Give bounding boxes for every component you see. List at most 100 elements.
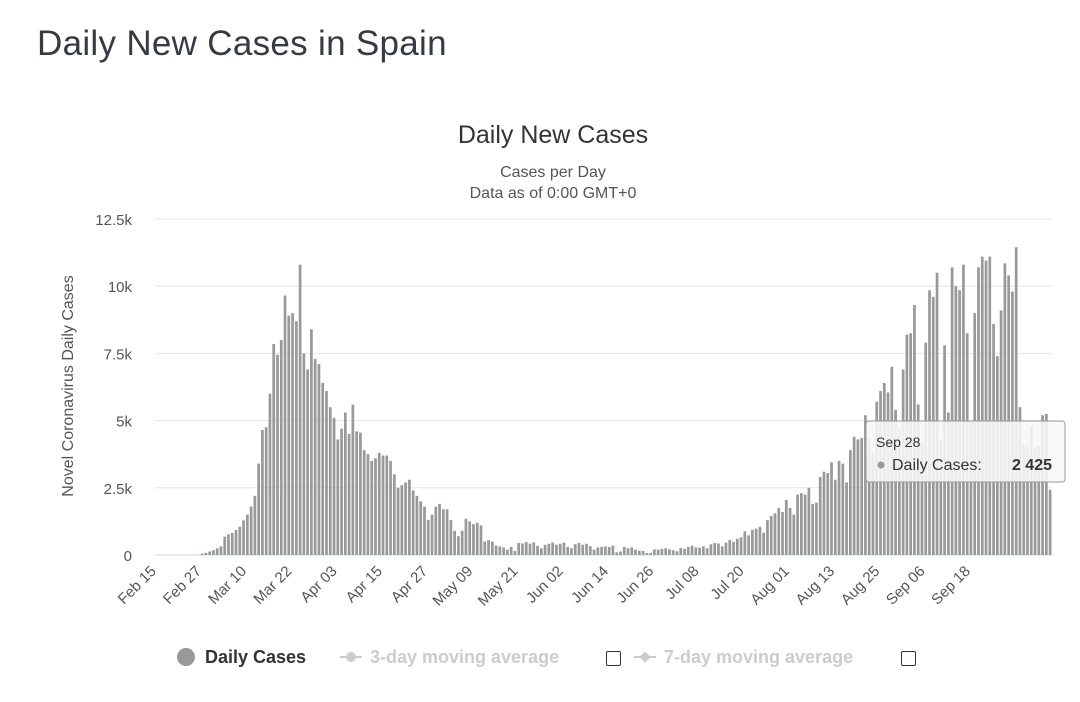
bar[interactable] <box>585 543 588 555</box>
bar[interactable] <box>253 495 257 555</box>
bar[interactable] <box>754 528 758 555</box>
bar[interactable] <box>212 550 215 555</box>
bar[interactable] <box>683 548 686 555</box>
bar[interactable] <box>641 550 645 555</box>
bar[interactable] <box>438 503 441 555</box>
bar[interactable] <box>208 551 212 555</box>
bar[interactable] <box>468 521 472 555</box>
bar[interactable] <box>317 364 321 555</box>
bar[interactable] <box>219 546 223 555</box>
bar[interactable] <box>325 391 328 555</box>
bar[interactable] <box>622 546 626 555</box>
bar[interactable] <box>728 539 732 555</box>
bar[interactable] <box>230 532 234 555</box>
bar[interactable] <box>732 541 735 555</box>
bar[interactable] <box>675 551 679 555</box>
bar[interactable] <box>664 548 668 555</box>
bar[interactable] <box>400 485 404 555</box>
bar[interactable] <box>849 450 852 555</box>
bar[interactable] <box>607 546 611 555</box>
bar[interactable] <box>1014 247 1018 555</box>
bar[interactable] <box>306 369 309 555</box>
bar[interactable] <box>709 544 713 555</box>
bar[interactable] <box>245 514 249 555</box>
bar[interactable] <box>604 546 607 555</box>
bar[interactable] <box>502 547 505 555</box>
bar[interactable] <box>524 542 528 555</box>
bar[interactable] <box>984 260 988 555</box>
bar[interactable] <box>871 452 875 555</box>
legend-item-3day-average[interactable]: 3-day moving average <box>340 642 559 672</box>
bar[interactable] <box>340 428 343 555</box>
bar[interactable] <box>645 553 649 555</box>
bar[interactable] <box>302 353 306 555</box>
bar[interactable] <box>343 412 347 555</box>
bar[interactable] <box>769 516 773 555</box>
bar[interactable] <box>1033 447 1037 555</box>
bar[interactable] <box>264 427 268 555</box>
bar[interactable] <box>294 321 298 555</box>
bar[interactable] <box>600 546 603 555</box>
bar[interactable] <box>852 436 856 555</box>
bar[interactable] <box>566 546 570 555</box>
bar[interactable] <box>946 412 950 555</box>
bar[interactable] <box>570 548 573 555</box>
bar[interactable] <box>483 541 487 555</box>
bar[interactable] <box>283 295 287 555</box>
bar[interactable] <box>374 458 377 555</box>
bar[interactable] <box>690 545 694 555</box>
bar[interactable] <box>573 544 577 555</box>
bar[interactable] <box>1029 425 1033 555</box>
bar[interactable] <box>313 358 317 555</box>
bar[interactable] <box>826 473 830 555</box>
bar[interactable] <box>268 393 272 555</box>
bar[interactable] <box>777 507 781 555</box>
bar[interactable] <box>668 549 671 555</box>
bar-series[interactable] <box>200 247 1052 555</box>
bar[interactable] <box>588 546 592 555</box>
bar[interactable] <box>223 536 227 555</box>
bar[interactable] <box>637 550 641 555</box>
bar[interactable] <box>279 339 283 555</box>
bar[interactable] <box>845 482 848 555</box>
bar[interactable] <box>415 495 419 555</box>
bar[interactable] <box>1044 413 1048 555</box>
bar[interactable] <box>796 494 799 555</box>
bar[interactable] <box>762 532 766 555</box>
bar[interactable] <box>487 540 490 555</box>
bar[interactable] <box>276 354 279 555</box>
bar[interactable] <box>867 438 871 555</box>
bar[interactable] <box>287 315 291 555</box>
bar[interactable] <box>1037 446 1041 555</box>
bar[interactable] <box>249 506 253 555</box>
bar[interactable] <box>803 494 807 555</box>
bar[interactable] <box>743 531 747 555</box>
bar[interactable] <box>423 506 426 555</box>
bar[interactable] <box>532 542 536 555</box>
bar[interactable] <box>555 544 558 555</box>
bar[interactable] <box>310 329 313 555</box>
bar[interactable] <box>833 479 837 555</box>
bar[interactable] <box>619 551 622 555</box>
bar[interactable] <box>788 507 792 555</box>
bar[interactable] <box>705 548 709 555</box>
bar[interactable] <box>807 487 811 555</box>
bar[interactable] <box>656 549 660 555</box>
bar[interactable] <box>234 530 238 555</box>
bar[interactable] <box>939 439 943 555</box>
bar[interactable] <box>291 313 294 555</box>
bar[interactable] <box>698 547 701 555</box>
bar[interactable] <box>457 536 460 555</box>
bar[interactable] <box>751 529 754 555</box>
bar[interactable] <box>200 553 204 555</box>
bar[interactable] <box>490 541 494 555</box>
bar[interactable] <box>649 552 652 555</box>
bar[interactable] <box>366 454 370 555</box>
legend-item-daily-cases[interactable]: Daily Cases <box>177 642 306 672</box>
bar[interactable] <box>528 543 532 555</box>
bar[interactable] <box>494 545 498 555</box>
bar[interactable] <box>238 526 242 555</box>
bar[interactable] <box>815 502 818 555</box>
bar[interactable] <box>592 549 596 555</box>
bar[interactable] <box>841 463 845 555</box>
